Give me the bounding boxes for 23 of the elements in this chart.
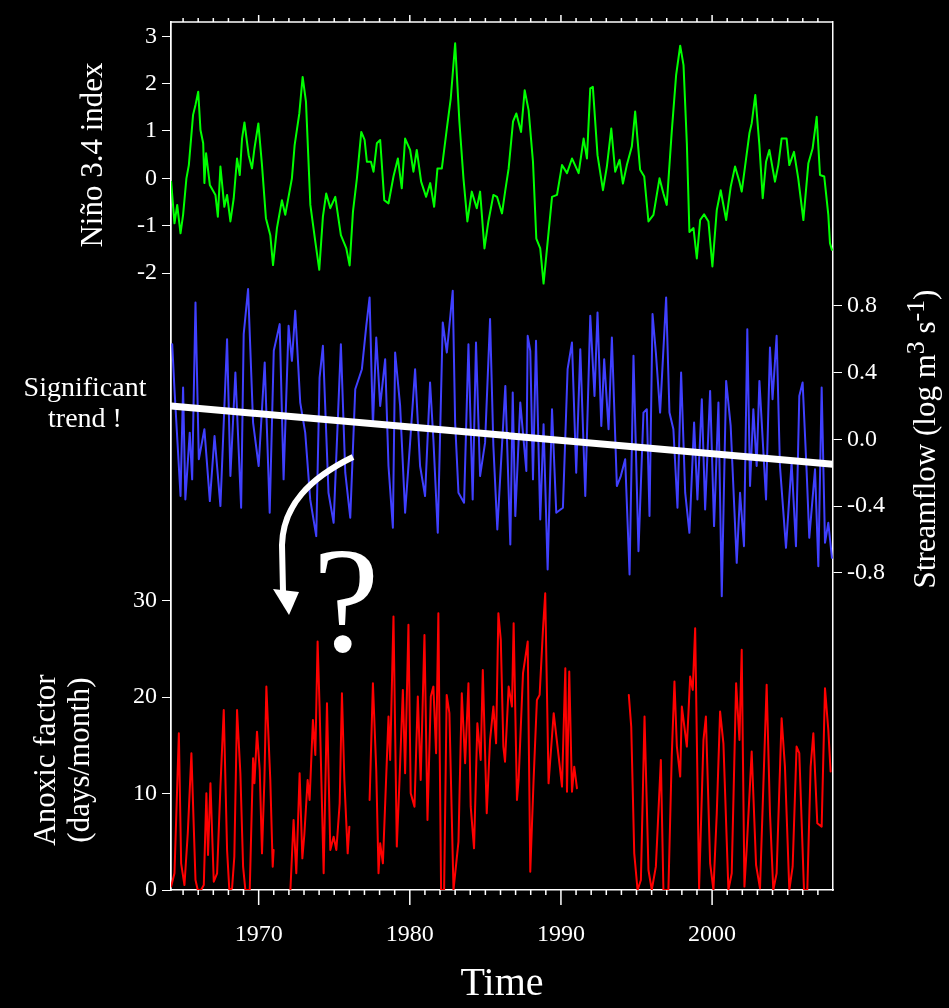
y3-tick-label: 30 (133, 585, 157, 612)
text: Significant trend ! (22, 371, 148, 434)
x-tick-label: 1970 (234, 919, 283, 946)
y-tick-label: 2 (145, 68, 157, 95)
x-tick-label: 2000 (688, 919, 737, 946)
x-axis-title: Time (460, 958, 544, 1004)
y-axis-title: Niño 3.4 index (73, 62, 110, 248)
y2-tick-label: 0.0 (847, 424, 877, 451)
x-tick-label: 1980 (385, 919, 434, 946)
y3-axis-title: Anoxic factor (days/month) (26, 673, 97, 848)
y2-tick-label: 0.8 (847, 291, 877, 318)
y3-tick-label: 20 (133, 682, 157, 709)
y-tick-label: 3 (145, 21, 157, 48)
annotation: ? (312, 516, 380, 683)
y2-tick-label: 0.4 (847, 357, 877, 384)
y-tick-label: -1 (137, 211, 157, 238)
y3-tick-label: 10 (133, 778, 157, 805)
y2-tick-label: -0.4 (847, 491, 885, 518)
x-tick-label: 1990 (536, 919, 585, 946)
y-tick-label: -2 (137, 258, 157, 285)
y-tick-label: 1 (145, 116, 157, 143)
y-tick-label: 0 (145, 163, 157, 190)
y2-tick-label: -0.8 (847, 558, 885, 585)
